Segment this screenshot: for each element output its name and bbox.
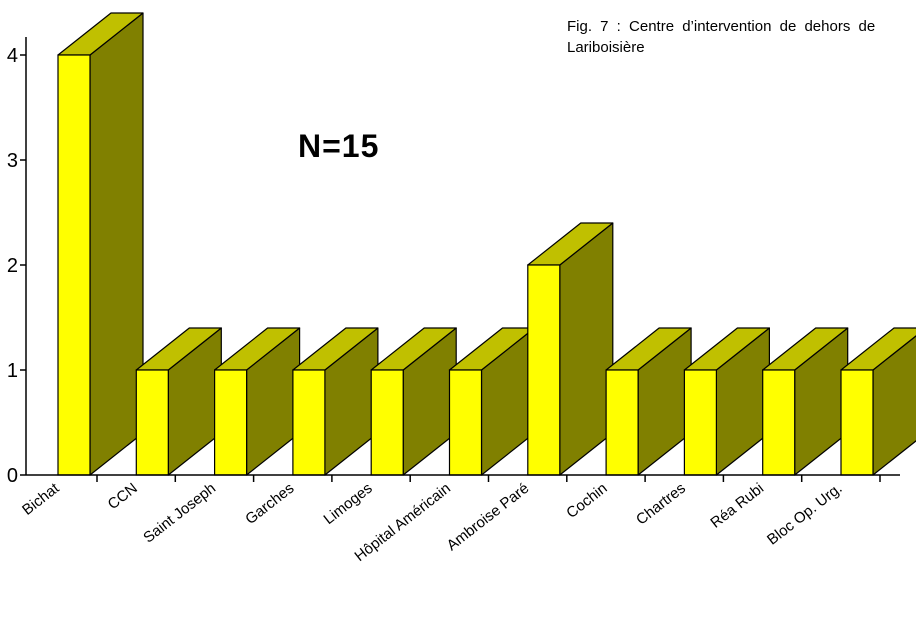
bar-side-face — [89, 12, 144, 476]
x-tick-label: Garches — [242, 480, 297, 528]
bar-front-face — [840, 369, 874, 476]
y-tick-label: 2 — [7, 255, 18, 277]
bar — [292, 327, 379, 476]
bar-front-face — [214, 369, 248, 476]
x-tick-label: Saint Joseph — [140, 480, 219, 547]
sample-size-annotation: N=15 — [298, 128, 380, 164]
bar-front-face — [135, 369, 169, 476]
x-tick-label: Réa Rubi — [707, 480, 767, 532]
bar — [527, 222, 614, 476]
bar — [57, 12, 144, 476]
x-tick-label: Chartres — [633, 480, 689, 529]
bars-group — [57, 12, 916, 476]
x-tick-label: CCN — [105, 480, 141, 513]
bar — [214, 327, 301, 476]
bar — [762, 327, 849, 476]
bar — [683, 327, 771, 476]
bar-front-face — [527, 264, 561, 476]
x-tick-label: Bloc Op. Urg. — [764, 480, 845, 549]
figure-caption: Fig. 7 : Centre d’intervention de dehors… — [567, 18, 876, 56]
bar-front-face — [683, 369, 718, 476]
y-axis: 0 1 2 3 4 — [7, 37, 27, 487]
y-tick-label: 4 — [7, 45, 18, 67]
bar — [448, 327, 536, 476]
bar-front-face — [448, 369, 483, 476]
bar-side-face — [559, 222, 614, 476]
bar-front-face — [370, 369, 404, 476]
x-tick-label: Bichat — [19, 479, 63, 519]
y-tick-label: 3 — [7, 150, 18, 172]
bar — [370, 327, 457, 476]
bar-front-face — [57, 54, 91, 476]
bar — [135, 327, 222, 476]
bar-front-face — [292, 369, 326, 476]
bar-front-face — [605, 369, 639, 476]
bar-front-face — [762, 369, 796, 476]
y-tick-label: 0 — [7, 465, 18, 487]
bar — [605, 327, 692, 476]
y-tick-label: 1 — [7, 360, 18, 382]
x-tick-label: Ambroise Paré — [444, 480, 533, 554]
bar — [840, 327, 916, 476]
x-tick-label: Limoges — [321, 480, 376, 528]
x-axis: Bichat CCN Saint Joseph Garches LimogesHôpit… — [19, 474, 900, 565]
x-tick-label: Cochin — [563, 480, 610, 522]
